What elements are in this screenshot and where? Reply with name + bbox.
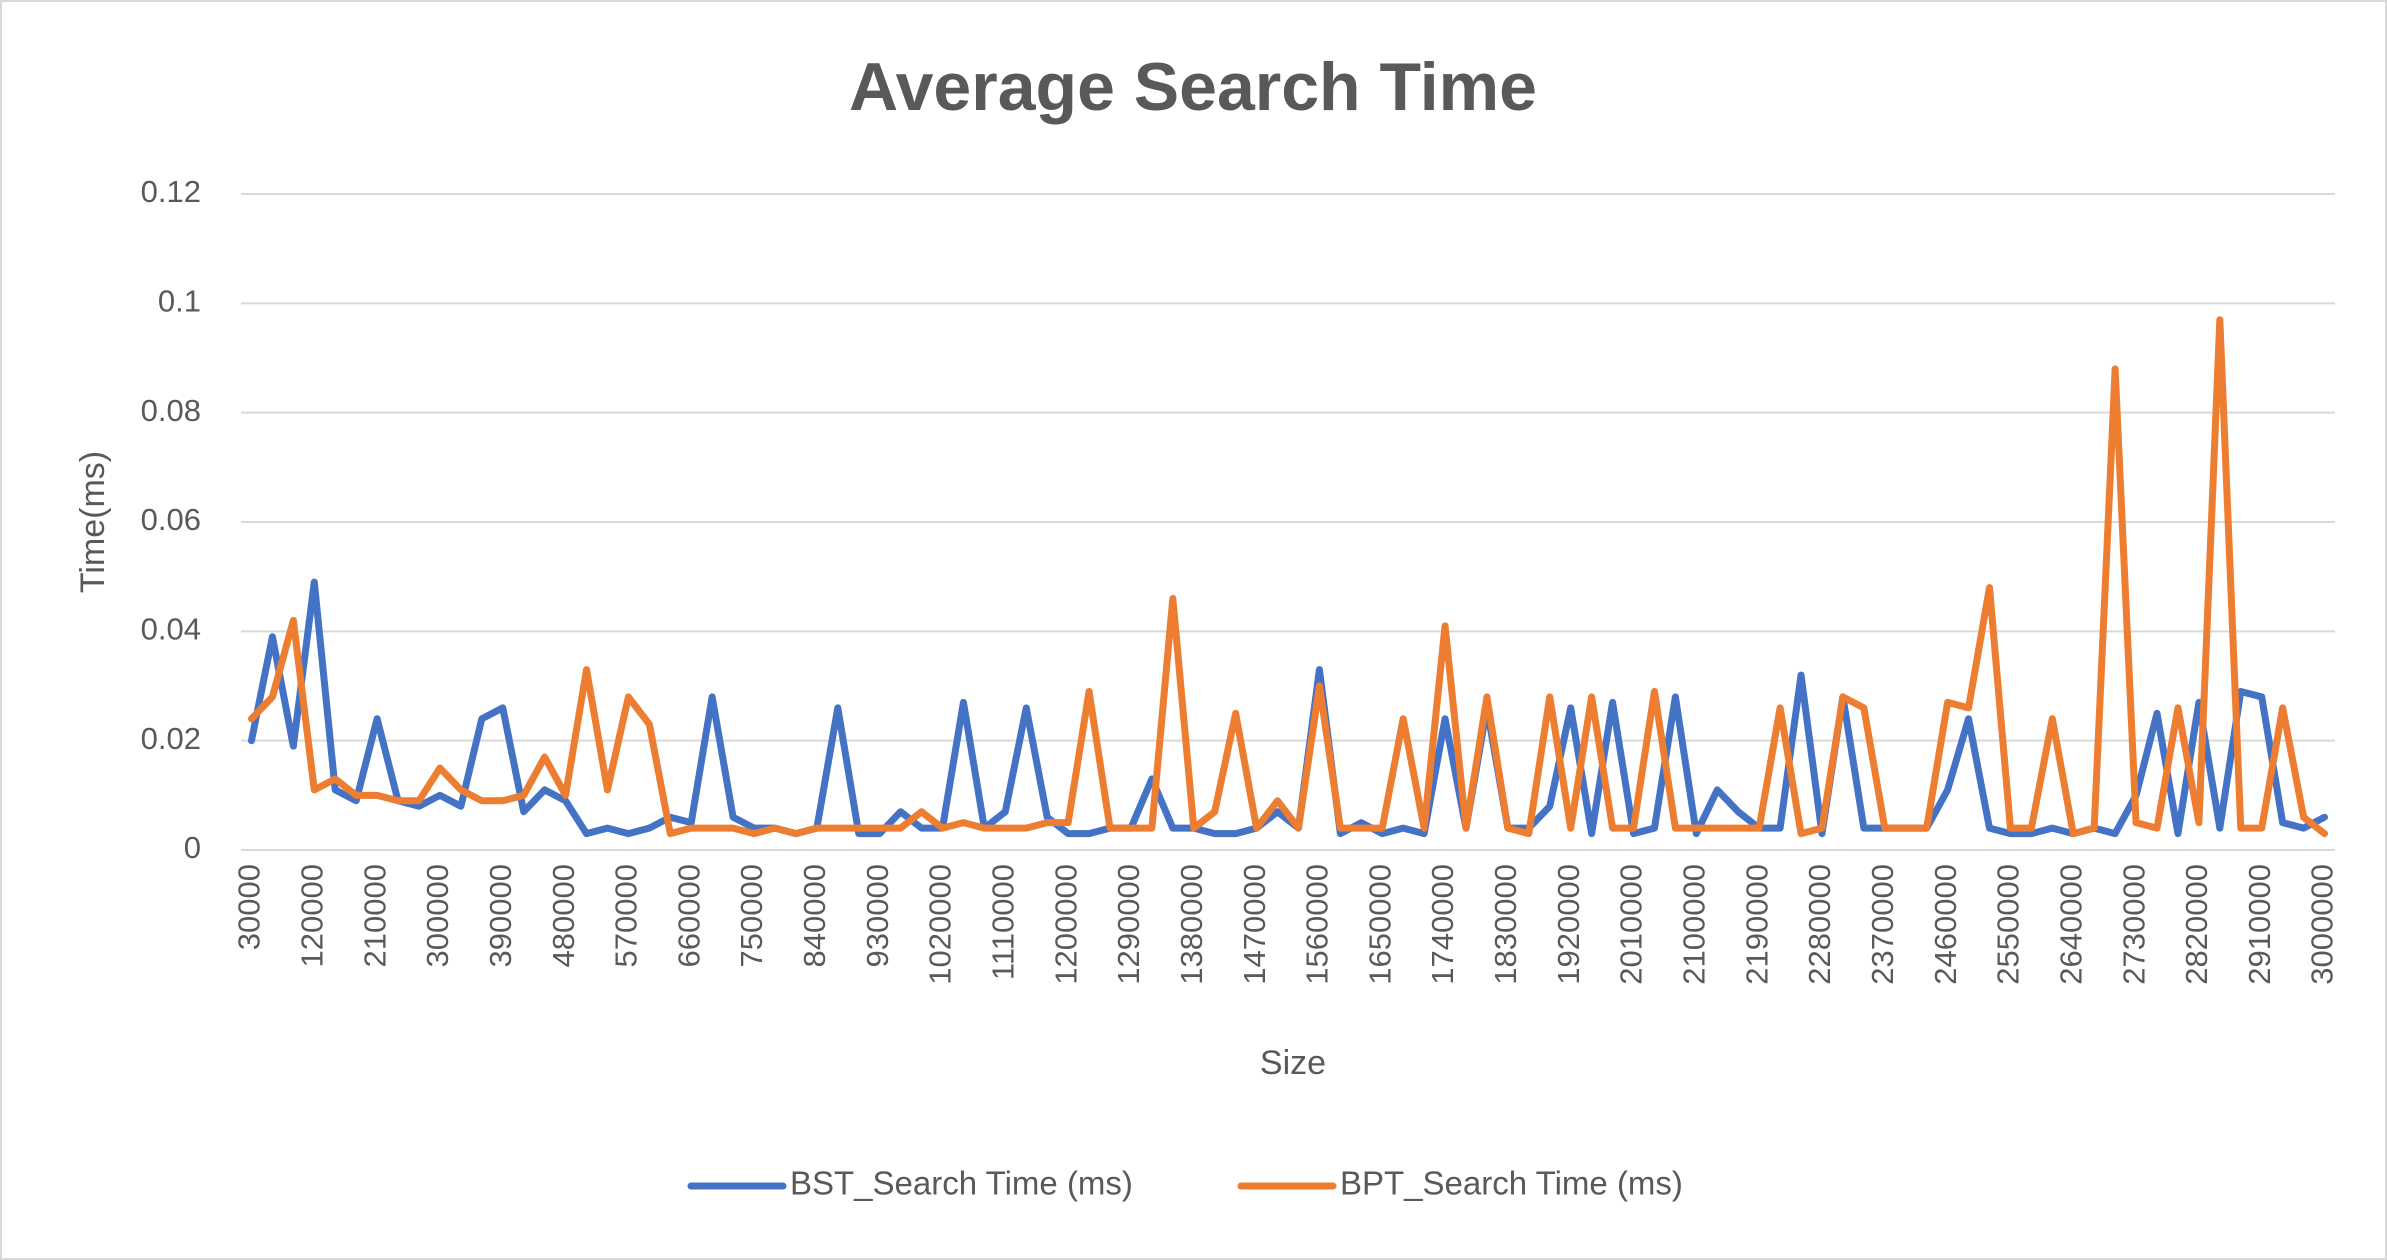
x-tick-label: 1920000 [1551, 864, 1586, 985]
x-tick-label: 1020000 [923, 864, 958, 985]
x-tick-label: 840000 [797, 864, 832, 967]
x-tick-label: 300000 [420, 864, 455, 967]
y-tick-label: 0.12 [141, 174, 201, 209]
y-tick-label: 0.06 [141, 502, 201, 537]
x-tick-label: 1110000 [985, 864, 1020, 980]
x-tick-label: 2910000 [2242, 864, 2277, 985]
y-tick-label: 0 [184, 830, 201, 865]
x-tick-label: 930000 [860, 864, 895, 967]
x-tick-label: 660000 [671, 864, 706, 967]
x-tick-label: 1380000 [1174, 864, 1209, 985]
x-tick-label: 210000 [357, 864, 392, 967]
y-tick-label: 0.02 [141, 721, 201, 756]
x-axis-title: Size [1260, 1044, 1326, 1082]
x-tick-label: 2190000 [1739, 864, 1774, 985]
x-tick-label: 2370000 [1865, 864, 1900, 985]
y-axis-title: Time(ms) [74, 451, 112, 593]
chart-title: Average Search Time [849, 49, 1537, 125]
x-tick-label: 2460000 [1928, 864, 1963, 985]
x-tick-label: 2730000 [2116, 864, 2151, 985]
x-tick-label: 1200000 [1048, 864, 1083, 985]
x-tick-label: 3000000 [2305, 864, 2340, 985]
x-tick-label: 2010000 [1614, 864, 1649, 985]
x-tick-label: 2550000 [1991, 864, 2026, 985]
x-tick-label: 30000 [232, 864, 267, 950]
x-tick-label: 480000 [546, 864, 581, 967]
x-tick-label: 2100000 [1677, 864, 1712, 985]
x-tick-label: 750000 [734, 864, 769, 967]
x-tick-label: 390000 [483, 864, 518, 967]
series-line [247, 316, 2329, 838]
x-tick-label: 1470000 [1237, 864, 1272, 985]
x-tick-label: 1740000 [1425, 864, 1460, 985]
legend-label: BST_Search Time (ms) [790, 1165, 1133, 1202]
legend-label: BPT_Search Time (ms) [1340, 1165, 1683, 1202]
y-tick-label: 0.08 [141, 393, 201, 428]
x-tick-label: 2280000 [1802, 864, 1837, 985]
x-tick-label: 1290000 [1111, 864, 1146, 985]
x-tick-label: 2820000 [2179, 864, 2214, 985]
x-tick-label: 1650000 [1362, 864, 1397, 985]
y-tick-label: 0.04 [141, 612, 201, 647]
x-tick-label: 1560000 [1300, 864, 1335, 985]
x-tick-label: 120000 [294, 864, 329, 967]
x-tick-label: 570000 [609, 864, 644, 967]
x-tick-label: 2640000 [2053, 864, 2088, 985]
y-tick-label: 0.1 [158, 284, 201, 319]
x-tick-label: 1830000 [1488, 864, 1523, 985]
